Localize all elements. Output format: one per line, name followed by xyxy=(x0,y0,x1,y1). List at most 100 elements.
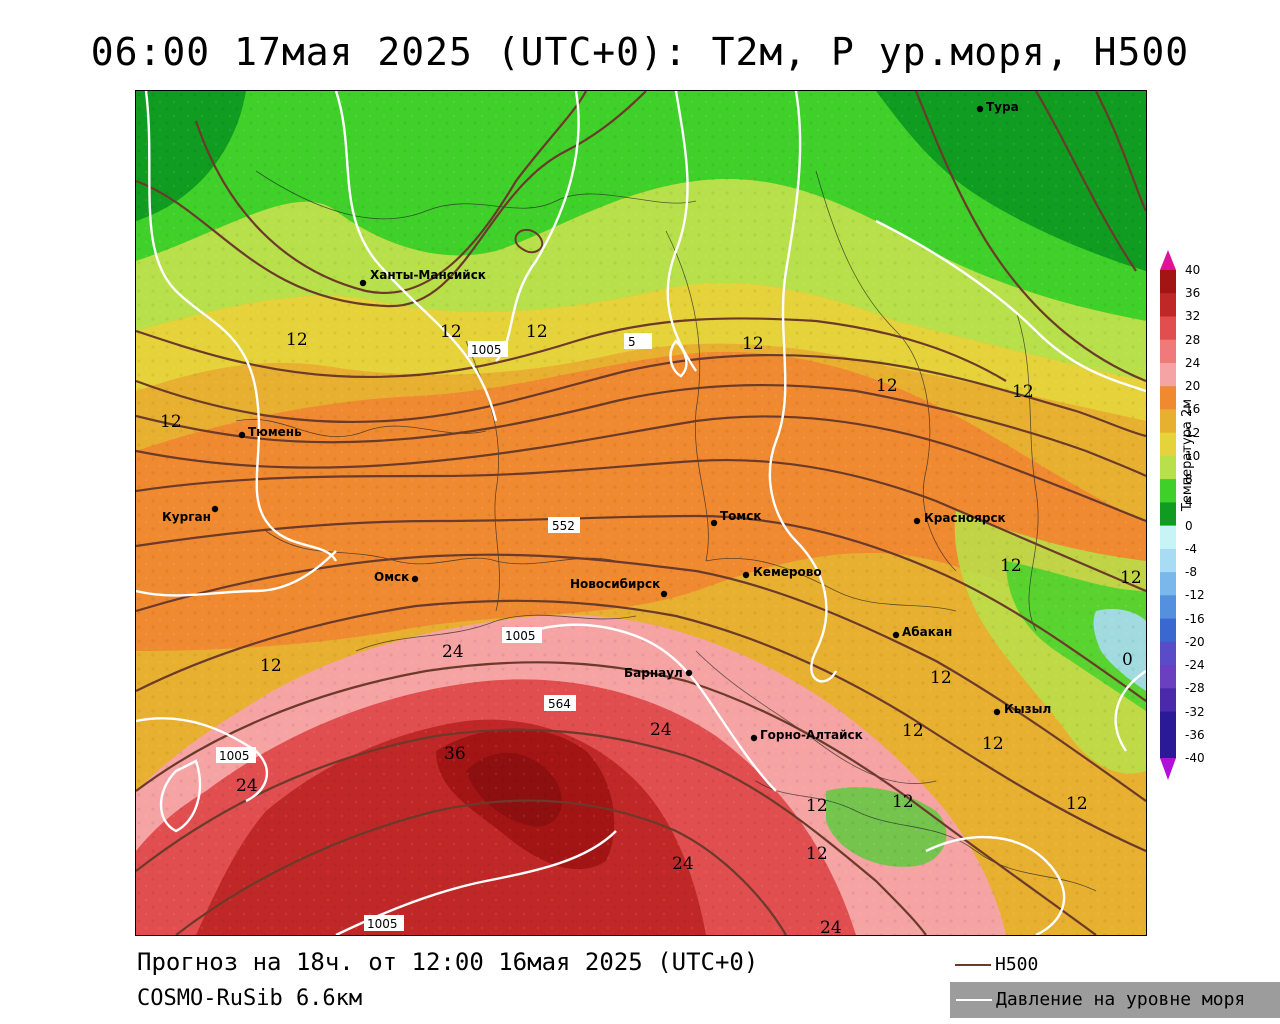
city-dot xyxy=(685,669,693,677)
isotherm-label: 12 xyxy=(440,322,462,342)
colorbar-segment xyxy=(1160,339,1176,364)
map-title: 06:00 17мая 2025 (UTC+0): Т2м, Р ур.моря… xyxy=(90,30,1190,74)
legend-h500: Н500 xyxy=(955,954,1038,975)
colorbar-segment xyxy=(1160,316,1176,341)
colorbar-tick-label: -28 xyxy=(1185,681,1205,696)
colorbar-segment xyxy=(1160,270,1176,294)
colorbar-segment xyxy=(1160,293,1176,317)
colorbar-tick-label: 40 xyxy=(1185,263,1201,277)
isotherm-label: 24 xyxy=(236,776,258,796)
colorbar-tick-label: -12 xyxy=(1185,588,1205,603)
colorbar-tick-label: 0 xyxy=(1185,518,1193,533)
colorbar-tick-label: 36 xyxy=(1185,286,1201,301)
colorbar-tick-label: 32 xyxy=(1185,309,1201,324)
h500-label: 564 xyxy=(548,697,571,711)
colorbar-top-arrow xyxy=(1160,250,1176,270)
colorbar-tick-label: 10 xyxy=(1185,448,1201,463)
isotherm-label: 12 xyxy=(1066,794,1088,814)
isotherm-label: 24 xyxy=(442,642,464,662)
colorbar-segment xyxy=(1160,525,1176,550)
city-dot xyxy=(238,431,246,439)
temperature-field xyxy=(136,91,1146,935)
city-dot xyxy=(913,517,921,525)
isotherm-label: 12 xyxy=(742,334,764,354)
colorbar-segment xyxy=(1160,386,1176,410)
city-dot xyxy=(660,590,668,598)
city-dot xyxy=(211,505,219,513)
pressure-label: 1005 xyxy=(219,749,250,763)
city-dot xyxy=(710,519,718,527)
colorbar-segment xyxy=(1160,641,1176,666)
isotherm-label: 12 xyxy=(526,322,548,342)
colorbar-segment xyxy=(1160,479,1176,503)
h500-label: 552 xyxy=(552,519,575,533)
isotherm-labels: 12 12 12 12 12 12 12 12 12 12 12 12 12 1… xyxy=(160,322,1142,935)
isotherm-label: 0 xyxy=(1122,650,1133,670)
pressure-label: 1005 xyxy=(367,917,398,931)
city-label-gorno-altaysk: Горно-Алтайск xyxy=(760,728,863,742)
colorbar-tick-label: 28 xyxy=(1185,332,1201,347)
isotherm-label: 24 xyxy=(672,854,694,874)
city-label-khanty-mansiysk: Ханты-Мансийск xyxy=(370,268,486,282)
legend-pressure: Давление на уровне моря xyxy=(950,982,1280,1018)
isotherm-label: 12 xyxy=(1120,568,1142,588)
colorbar-bottom-arrow xyxy=(1160,758,1176,780)
h500-label: 5 xyxy=(628,335,636,349)
colorbar-title: Температура 2м xyxy=(1180,398,1195,512)
colorbar-tick-label: -20 xyxy=(1185,634,1205,649)
colorbar-segment xyxy=(1160,432,1176,457)
city-dot xyxy=(993,708,1001,716)
city-label-tura: Тура xyxy=(986,100,1019,114)
colorbar-tick-label: -8 xyxy=(1185,565,1197,580)
forecast-info: Прогноз на 18ч. от 12:00 16мая 2025 (UTC… xyxy=(137,948,759,976)
colorbar-segment xyxy=(1160,688,1176,712)
weather-map[interactable]: 12 12 12 12 12 12 12 12 12 12 12 12 12 1… xyxy=(135,90,1147,936)
pressure-labels: 1005 1005 1005 1005 xyxy=(216,341,542,931)
colorbar-tick-label: -40 xyxy=(1185,751,1205,765)
isotherm-label: 12 xyxy=(806,844,828,864)
temperature-colorbar xyxy=(1160,250,1176,780)
city-dot xyxy=(742,571,750,579)
city-label-kyzyl: Кызыл xyxy=(1004,702,1051,716)
colorbar-tick-label: 20 xyxy=(1185,379,1201,394)
colorbar-segment xyxy=(1160,502,1176,527)
city-label-tyumen: Тюмень xyxy=(248,425,302,439)
colorbar-tick-label: 12 xyxy=(1185,425,1201,440)
isotherm-label: 12 xyxy=(876,376,898,396)
colorbar-segment xyxy=(1160,595,1176,619)
h500-labels: 552 564 5 xyxy=(544,333,652,711)
city-label-kurgan: Курган xyxy=(162,510,211,524)
legend-pressure-label: Давление на уровне моря xyxy=(996,989,1246,1010)
colorbar-tick-label: -36 xyxy=(1185,727,1205,742)
model-info: COSMO-RuSib 6.6км xyxy=(137,986,363,1011)
h500-contours xyxy=(136,91,1146,935)
city-label-krasnoyarsk: Красноярск xyxy=(924,511,1006,525)
city-dot xyxy=(892,631,900,639)
colorbar-tick-label: 24 xyxy=(1185,355,1201,370)
city-label-kemerovo: Кемерово xyxy=(753,565,822,579)
isotherm-label: 36 xyxy=(444,744,466,764)
isotherm-label: 12 xyxy=(1012,382,1034,402)
city-dot xyxy=(750,734,758,742)
legend-h500-label: Н500 xyxy=(995,954,1039,975)
colorbar-tick-label: -24 xyxy=(1185,658,1205,673)
colorbar-segment xyxy=(1160,734,1176,759)
city-dot xyxy=(359,279,367,287)
colorbar-segment xyxy=(1160,363,1176,387)
isotherm-label: 12 xyxy=(892,792,914,812)
isotherm-label: 24 xyxy=(650,720,672,740)
isotherm-label: 12 xyxy=(260,656,282,676)
colorbar-segment xyxy=(1160,665,1176,689)
colorbar-tick-label: -4 xyxy=(1185,541,1197,556)
city-markers: Тура Ханты-Мансийск Тюмень Курган Омск Н… xyxy=(162,100,1051,742)
colorbar-segment xyxy=(1160,409,1176,434)
colorbar-tick-label: -16 xyxy=(1185,611,1205,626)
map-canvas: 12 12 12 12 12 12 12 12 12 12 12 12 12 1… xyxy=(136,91,1146,935)
isotherm-label: 12 xyxy=(806,796,828,816)
colorbar-tick-label: 16 xyxy=(1185,402,1201,417)
admin-borders xyxy=(235,170,1097,892)
pressure-line-swatch xyxy=(956,999,992,1001)
city-label-omsk: Омск xyxy=(374,570,409,584)
isotherm-label: 24 xyxy=(820,918,842,935)
isotherm-label: 12 xyxy=(930,668,952,688)
